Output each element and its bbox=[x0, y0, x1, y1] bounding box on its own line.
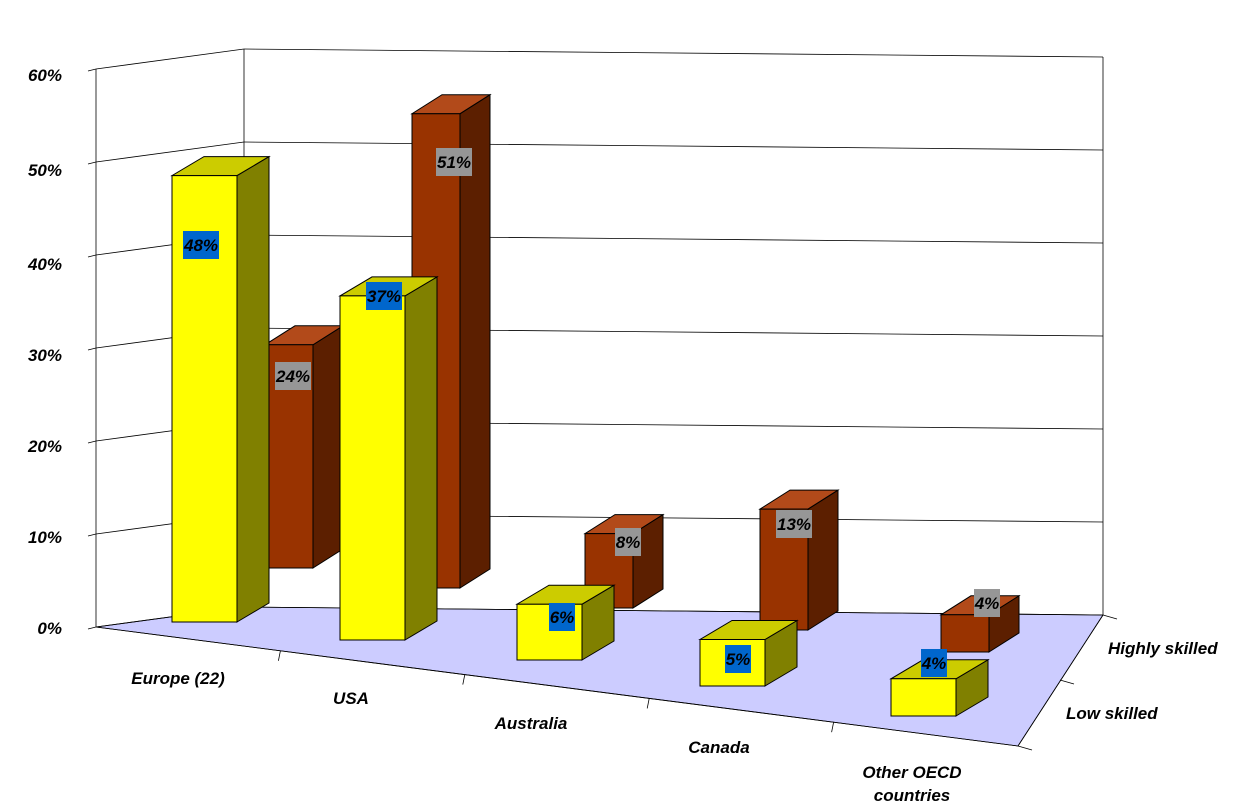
side-wall-gridline bbox=[95, 141, 245, 163]
y-tick-label: 60% bbox=[28, 66, 62, 85]
y-tick-label: 10% bbox=[28, 528, 62, 547]
y-tick-mark bbox=[87, 347, 97, 351]
bar-side-face bbox=[404, 276, 438, 641]
y-tick-label: 0% bbox=[37, 619, 62, 638]
y-tick-label: 40% bbox=[27, 255, 62, 274]
data-label-text: 4% bbox=[921, 654, 947, 673]
bar-low-skilled bbox=[170, 155, 271, 623]
back-wall-gridline bbox=[243, 48, 1104, 58]
x-category-label: countries bbox=[874, 786, 951, 805]
data-label-highly-skilled: 24% bbox=[275, 362, 311, 390]
data-label-background bbox=[776, 510, 812, 538]
bar-side-face bbox=[312, 324, 344, 569]
data-label-background bbox=[549, 603, 575, 631]
y-tick-label: 30% bbox=[28, 346, 62, 365]
data-label-text: 5% bbox=[726, 650, 751, 669]
data-label-text: 8% bbox=[616, 533, 641, 552]
bar-low-skilled bbox=[338, 276, 439, 641]
x-category-label: Australia bbox=[494, 714, 568, 733]
data-label-background bbox=[921, 649, 947, 677]
data-label-highly-skilled: 8% bbox=[615, 528, 641, 556]
depth-tick-mark bbox=[1102, 614, 1118, 620]
x-category-label: Canada bbox=[688, 738, 749, 757]
axes-layer: 0% 10% 20% 30% 40% 50% 60% Europe (22) U… bbox=[27, 66, 1218, 805]
y-tick-label: 50% bbox=[28, 161, 62, 180]
x-axis-line bbox=[95, 626, 1019, 747]
data-label-background bbox=[366, 282, 402, 310]
x-tick-mark bbox=[831, 722, 834, 733]
data-label-text: 4% bbox=[974, 594, 1000, 613]
bar-highly-skilled bbox=[758, 489, 840, 631]
data-label-text: 6% bbox=[550, 608, 575, 627]
x-category-label: Europe (22) bbox=[131, 669, 225, 688]
data-label-text: 48% bbox=[183, 236, 218, 255]
bars-layer bbox=[170, 93, 1021, 717]
x-tick-mark bbox=[278, 650, 281, 661]
data-label-background bbox=[725, 645, 751, 673]
data-label-highly-skilled: 13% bbox=[776, 510, 812, 538]
x-category-label: Other OECD bbox=[862, 763, 961, 782]
data-label-low-skilled: 6% bbox=[549, 603, 575, 631]
y-tick-mark bbox=[87, 533, 97, 537]
x-tick-mark bbox=[646, 698, 650, 709]
y-tick-mark bbox=[87, 440, 97, 444]
data-label-low-skilled: 48% bbox=[183, 231, 219, 259]
bar-front-face bbox=[171, 175, 238, 623]
depth-label-highly-skilled: Highly skilled bbox=[1108, 639, 1218, 658]
data-label-background bbox=[183, 231, 219, 259]
data-label-highly-skilled: 51% bbox=[436, 148, 472, 176]
y-tick-mark bbox=[87, 254, 97, 258]
data-label-low-skilled: 4% bbox=[921, 649, 947, 677]
data-label-text: 13% bbox=[777, 515, 811, 534]
bar-low-skilled bbox=[889, 658, 990, 717]
x-category-label: USA bbox=[333, 689, 369, 708]
data-label-background bbox=[615, 528, 641, 556]
data-label-low-skilled: 37% bbox=[366, 282, 402, 310]
y-tick-label: 20% bbox=[27, 437, 62, 456]
data-label-text: 51% bbox=[437, 153, 471, 172]
y-tick-mark bbox=[87, 161, 97, 165]
depth-label-low-skilled: Low skilled bbox=[1066, 704, 1158, 723]
side-wall-gridline bbox=[95, 48, 245, 70]
data-label-low-skilled: 5% bbox=[725, 645, 751, 673]
bar-front-face bbox=[890, 678, 957, 717]
data-label-text: 24% bbox=[275, 367, 310, 386]
bar-front-face bbox=[339, 295, 406, 641]
y-tick-mark bbox=[87, 626, 97, 630]
data-label-text: 37% bbox=[367, 287, 401, 306]
data-label-highly-skilled: 4% bbox=[974, 589, 1000, 617]
data-label-background bbox=[436, 148, 472, 176]
back-wall-gridline bbox=[243, 234, 1104, 244]
data-label-background bbox=[974, 589, 1000, 617]
x-tick-mark bbox=[462, 674, 466, 685]
bar-front-face bbox=[940, 614, 990, 653]
bar-side-face bbox=[807, 489, 839, 631]
depth-tick-mark bbox=[1017, 745, 1033, 751]
data-label-background bbox=[275, 362, 311, 390]
data-labels-layer: 48% 37% 6% 5% 4% 24% 51% 8% 13% 4% bbox=[183, 148, 1000, 677]
bar-side-face bbox=[236, 155, 270, 623]
depth-tick-mark bbox=[1059, 679, 1075, 685]
bar-highly-skilled bbox=[263, 324, 345, 569]
back-wall-gridline bbox=[243, 141, 1104, 151]
y-tick-mark bbox=[87, 68, 97, 72]
